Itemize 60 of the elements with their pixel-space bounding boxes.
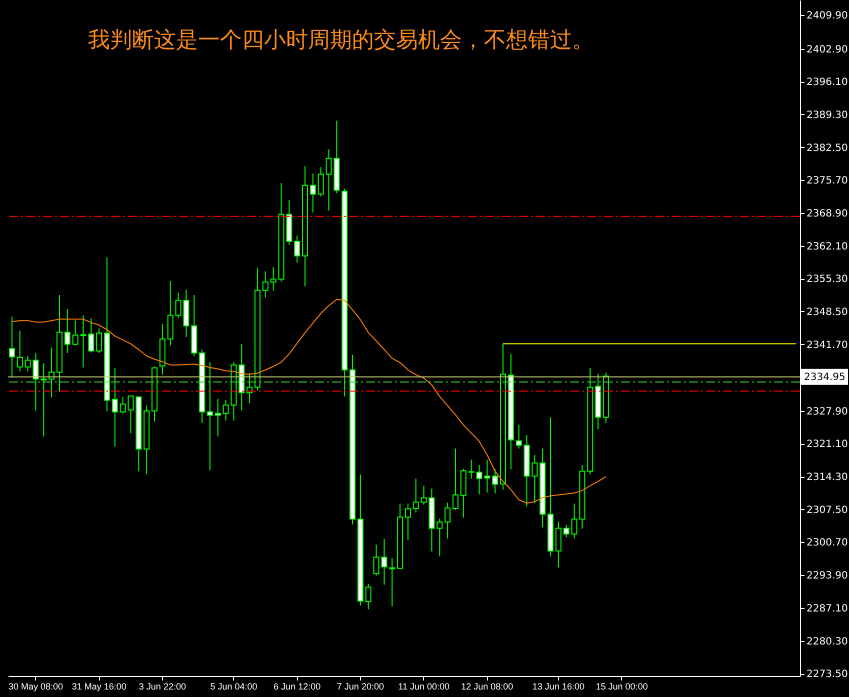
candlestick — [555, 520, 562, 568]
y-tick-label: 2280.30 — [806, 636, 848, 648]
y-tick-label: 2307.50 — [806, 504, 848, 516]
y-tick-label: 2287.10 — [806, 603, 848, 614]
y-tick-label: 2402.90 — [806, 44, 848, 56]
candlestick — [206, 362, 213, 471]
candlestick — [167, 280, 174, 346]
candlestick — [404, 503, 411, 540]
y-tick-label: 2341.70 — [806, 340, 848, 351]
y-tick-label: 2362.10 — [806, 241, 848, 252]
y-tick-label: 2409.90 — [806, 10, 848, 22]
y-tick-label: 2355.30 — [806, 274, 848, 286]
y-tick-label: 2293.90 — [806, 570, 848, 582]
y-tick-label: 2300.70 — [806, 538, 848, 549]
candlestick — [452, 448, 458, 510]
candlestick — [8, 316, 15, 378]
x-tick-label: 6 Jun 12:00 — [274, 682, 321, 692]
line-series — [11, 298, 606, 504]
x-tick-label: 15 Jun 00:00 — [596, 682, 648, 692]
x-tick-label: 3 Jun 22:00 — [138, 682, 186, 692]
y-tick-label: 2321.10 — [806, 439, 848, 450]
x-tick-label: 12 Jun 08:00 — [461, 682, 514, 692]
candlestick — [96, 328, 102, 354]
candlestick — [262, 270, 268, 298]
y-tick-label: 2368.90 — [806, 208, 848, 220]
x-tick-label: 5 Jun 04:00 — [210, 682, 258, 692]
candlestick — [436, 518, 443, 557]
x-tick-label: 11 Jun 00:00 — [398, 682, 450, 692]
candlestick — [318, 166, 324, 198]
y-tick-label: 2273.50 — [806, 669, 848, 680]
candlestick — [112, 367, 118, 448]
candlestick — [214, 398, 221, 438]
candlestick — [365, 583, 372, 610]
candlestick — [40, 362, 47, 438]
candlestick — [412, 478, 419, 513]
x-tick-label: 13 Jun 16:00 — [532, 682, 584, 692]
candlestick — [310, 172, 316, 213]
x-tick-label: 7 Jun 20:00 — [336, 682, 384, 692]
candlestick — [516, 424, 522, 450]
candlestick — [563, 524, 570, 538]
y-tick-label: 2375.70 — [806, 176, 848, 187]
candlestick — [120, 396, 126, 414]
candlestick — [16, 330, 23, 372]
candlestick — [64, 308, 70, 354]
candlestick — [294, 235, 300, 264]
candlestick — [492, 468, 498, 494]
text: 我判断这是一个四小时周期的交易机会，不想错过。 — [88, 28, 594, 53]
y-tick-label: 2389.30 — [806, 110, 848, 121]
y-tick-label: 2382.50 — [806, 142, 848, 154]
x-tick-label: 30 May 08:00 — [8, 682, 63, 692]
ref-line-label: 2334.95 — [804, 372, 846, 383]
candlestick — [88, 318, 94, 353]
candlestick — [444, 502, 451, 539]
x-tick-label: 31 May 16:00 — [72, 682, 126, 692]
y-tick-label: 2348.50 — [806, 306, 848, 318]
y-tick-label: 2396.10 — [806, 77, 848, 88]
candlestick — [389, 558, 396, 607]
y-tick-label: 2327.90 — [806, 406, 848, 418]
candlestick — [484, 459, 490, 494]
y-tick-label: 2314.30 — [806, 472, 848, 484]
